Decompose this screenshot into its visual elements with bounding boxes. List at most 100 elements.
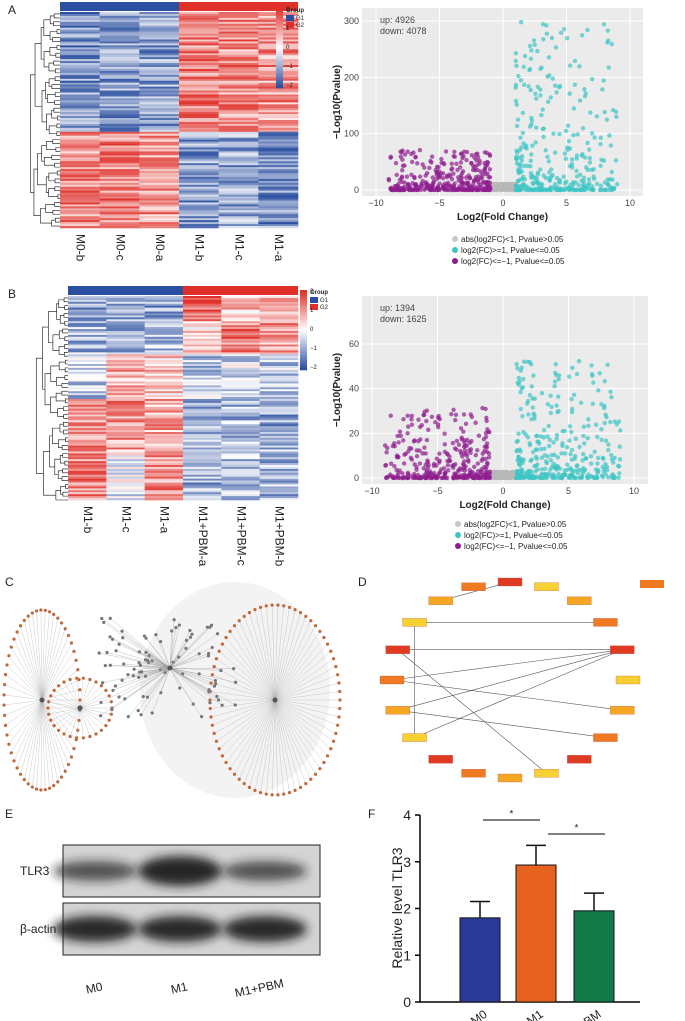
point [437, 416, 442, 422]
heatmap-cell [258, 110, 299, 113]
point [522, 163, 527, 169]
point [519, 457, 524, 462]
heatmap-cell [144, 404, 184, 408]
point [464, 187, 469, 193]
heatmap-cell [60, 218, 100, 221]
heatmap-cell [258, 192, 299, 195]
heatmap-cell [99, 43, 140, 46]
heatmap-cell [60, 66, 100, 70]
heatmap-cell [221, 459, 260, 462]
heatmap-cell [221, 437, 260, 441]
edge [222, 644, 276, 701]
heatmap-cell [60, 86, 100, 89]
heatmap-cell [68, 486, 107, 489]
heatmap-cell [258, 127, 299, 131]
heatmap-cell [258, 102, 299, 105]
color-scale [300, 294, 307, 297]
heatmap-cell [179, 121, 219, 125]
heatmap-cell [68, 338, 107, 341]
point [589, 461, 594, 466]
error-bar [470, 900, 490, 918]
heatmap-cell [68, 330, 107, 334]
color-scale [276, 66, 283, 69]
node [109, 712, 113, 716]
heatmap-cell [139, 108, 180, 111]
heatmap-cell [179, 190, 219, 193]
heatmap-cell [259, 358, 299, 361]
heatmap-cell [221, 478, 260, 481]
heatmap-cell [99, 169, 140, 172]
heatmap-cell [68, 350, 107, 353]
heatmap-cell [218, 174, 259, 178]
heatmap-cell [218, 188, 259, 191]
point [541, 427, 547, 433]
heatmap-cell [60, 131, 100, 135]
heatmap-cell [139, 37, 180, 40]
heatmap-cell [68, 478, 107, 481]
point [605, 28, 610, 33]
heatmap-cell [183, 395, 222, 398]
heatmap-cell [258, 194, 299, 197]
heatmap-cell [60, 88, 100, 91]
node [318, 767, 322, 771]
edge [128, 667, 171, 717]
color-scale [276, 44, 283, 47]
node [143, 674, 148, 678]
node [247, 785, 252, 789]
edge [124, 667, 171, 699]
heatmap-cell [99, 118, 140, 121]
color-scale [276, 38, 283, 41]
heatmap-cell [179, 125, 219, 129]
heatmap-cell [179, 202, 219, 205]
heatmap-cell [106, 437, 145, 441]
heatmap-cell [183, 486, 222, 489]
heatmap-cell [60, 94, 100, 97]
point [604, 464, 610, 470]
edge [169, 625, 212, 669]
point [562, 472, 568, 477]
heatmap-cell [106, 416, 145, 419]
point [441, 466, 447, 471]
heatmap-cell [144, 307, 184, 310]
node [237, 777, 241, 781]
heatmap-cell [259, 410, 299, 413]
edge [219, 651, 276, 701]
node [224, 760, 228, 765]
point [402, 452, 407, 457]
point [412, 471, 417, 477]
heatmap-cell [60, 74, 100, 78]
point [468, 450, 473, 455]
point [427, 165, 432, 171]
point [526, 412, 531, 417]
heatmap-cell [221, 317, 260, 320]
edge [127, 667, 171, 675]
heatmap-cell [218, 65, 259, 68]
point [400, 168, 405, 173]
point [483, 430, 489, 436]
heatmap-cell [60, 194, 100, 197]
heatmap-cell [60, 120, 100, 123]
edge [16, 699, 43, 769]
heatmap-cell [218, 116, 259, 119]
point [516, 431, 521, 436]
heatmap-cell [218, 114, 259, 117]
heatmap-cell [60, 178, 100, 182]
heatmap-cell [106, 400, 145, 404]
point [521, 359, 527, 364]
heatmap-cell [183, 461, 222, 464]
heatmap-cell [258, 184, 299, 188]
legend-label: G2 [296, 23, 305, 29]
heatmap-cell [258, 198, 299, 201]
dendrogram [55, 147, 60, 152]
point [390, 474, 396, 479]
node [208, 701, 212, 705]
edge [40, 610, 43, 701]
color-scale [276, 22, 283, 25]
point [461, 429, 466, 434]
dendrogram [57, 194, 60, 199]
heatmap-cell [258, 171, 299, 174]
dendrogram [54, 100, 60, 105]
heatmap-cell [68, 323, 107, 326]
heatmap-cell [259, 414, 299, 417]
point [557, 179, 562, 185]
